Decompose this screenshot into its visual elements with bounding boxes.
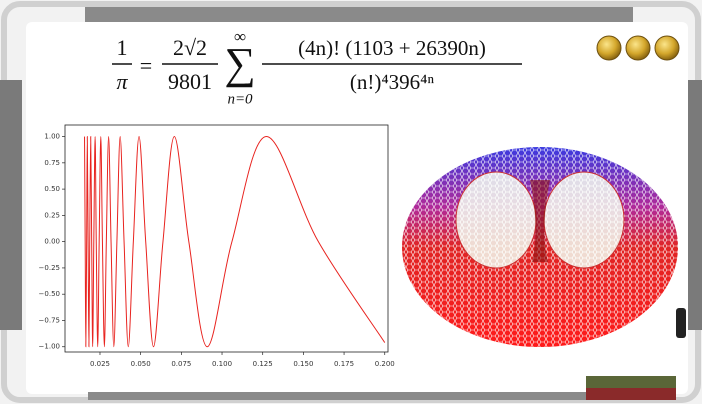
coin bbox=[626, 36, 650, 60]
torus-lobe-mesh bbox=[456, 172, 536, 268]
y-tick-label: −0.75 bbox=[39, 316, 60, 324]
chart: 1.00 0.75 0.50 0.25 0.00 −0.25 −0.50 −0.75 −1.00… bbox=[39, 125, 395, 368]
top-bar bbox=[85, 6, 633, 24]
x-tick-label: 0.075 bbox=[171, 360, 191, 368]
formula-text: n=0 bbox=[227, 91, 253, 107]
x-tick-label: 0.025 bbox=[90, 360, 110, 368]
y-tick-label: 1.00 bbox=[44, 133, 60, 141]
y-tick-label: −0.25 bbox=[39, 264, 60, 272]
torus-lobe-mesh bbox=[544, 172, 624, 268]
formula-text: 9801 bbox=[168, 69, 212, 94]
coin bbox=[597, 36, 621, 60]
side-bar bbox=[0, 80, 22, 330]
formula-text: π bbox=[116, 69, 128, 94]
equals: = bbox=[140, 53, 152, 78]
formula-text: (n!)⁴396⁴ⁿ bbox=[350, 70, 435, 94]
x-tick-label: 0.125 bbox=[253, 360, 273, 368]
marker bbox=[676, 308, 686, 338]
x-tick-label: 0.175 bbox=[334, 360, 354, 368]
formula-text: 2√2 bbox=[173, 35, 207, 60]
formula-text: (4n)! (1103 + 26390n) bbox=[298, 36, 486, 60]
y-tick-label: 0.50 bbox=[44, 185, 60, 193]
x-tick-label: 0.050 bbox=[131, 360, 151, 368]
slide: 1 π = 2√2 9801 ∞ ∑ n=0 (4n)! (1103 + 263… bbox=[0, 0, 702, 404]
y-tick-label: 0.00 bbox=[44, 238, 60, 246]
coins bbox=[597, 36, 679, 60]
plot-area bbox=[65, 125, 388, 352]
y-tick-label: 0.25 bbox=[44, 211, 60, 219]
y-tick-label: −1.00 bbox=[39, 343, 60, 351]
coin bbox=[655, 36, 679, 60]
y-tick-label: −0.50 bbox=[39, 290, 60, 298]
book bbox=[586, 376, 676, 388]
x-tick-label: 0.150 bbox=[293, 360, 313, 368]
x-tick-label: 0.100 bbox=[212, 360, 232, 368]
book bbox=[586, 388, 676, 400]
bottom-bar bbox=[88, 392, 608, 400]
side-bar bbox=[686, 80, 702, 330]
torus bbox=[402, 147, 678, 347]
sigma: ∑ bbox=[224, 39, 255, 88]
formula-text: 1 bbox=[117, 35, 128, 60]
x-tick-label: 0.200 bbox=[375, 360, 395, 368]
y-tick-label: 0.75 bbox=[44, 159, 60, 167]
